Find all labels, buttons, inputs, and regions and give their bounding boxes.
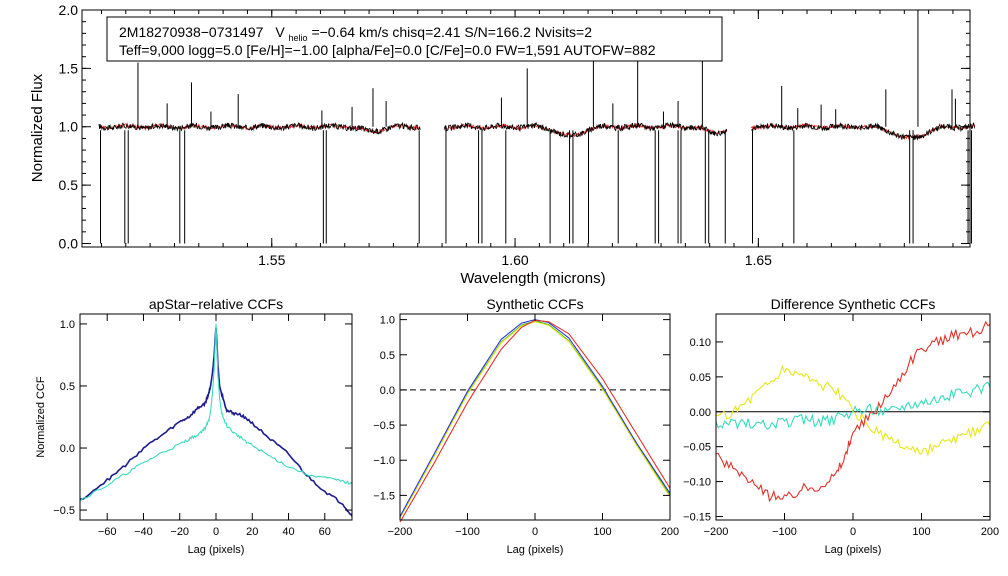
apstar-xtick-label-40: 40: [282, 526, 294, 538]
spectrum-xtick-label-1.65: 1.65: [745, 252, 772, 268]
difference-ytick-label-−0.10: −0.10: [683, 477, 711, 489]
spectrum-axes: 1.55 1.60 1.65 0.0 0.5 1.0 1.5 2.0: [59, 2, 971, 268]
synthetic-ytick-label-0.0: 0.0: [380, 385, 395, 397]
difference-ccf-title: Difference Synthetic CCFs: [771, 296, 936, 312]
apstar-xtick-label-0: 0: [213, 526, 219, 538]
apstar-xtick-label-−60: −60: [98, 526, 117, 538]
difference-ytick-label-0.00: 0.00: [690, 407, 711, 419]
line1-values: =−0.64 km/s chisq=2.41 S/N=166.2 Nvisits…: [311, 24, 592, 40]
apstar-xtick-label-20: 20: [246, 526, 258, 538]
apstar-ccf-title: apStar−relative CCFs: [149, 296, 283, 312]
stellar-params-box: 2M18270938−0731497 V helio =−0.64 km/s c…: [106, 16, 723, 62]
apstar-ccf-xlabel: Lag (pixels): [188, 544, 245, 556]
observed-spectrum-chip-1: [98, 121, 421, 135]
spectrum-panel: 1.55 1.60 1.65 0.0 0.5 1.0 1.5 2.0 Wavelength (…: [29, 2, 976, 287]
vhelio-symbol: V: [275, 24, 285, 40]
synthetic-ytick-label-1.0: 1.0: [380, 315, 395, 327]
apstar-xtick-label-−20: −20: [170, 526, 189, 538]
stellar-params-line2: Teff=9,000 logg=5.0 [Fe/H]=−1.00 [alpha/…: [119, 42, 656, 58]
spectrum-frame: [81, 9, 971, 248]
apstar-xtick-label-60: 60: [319, 526, 331, 538]
spectrum-data: [98, 10, 976, 244]
synthetic-ccf-panel: −200 −100 0 100 200 −1.5 −1.0 −0.5 0.0 0.5 1.0 Synt…: [373, 296, 679, 556]
synthetic-ytick-label-−1.0: −1.0: [373, 455, 395, 467]
spectrum-ytick-label-0.0: 0.0: [59, 235, 79, 251]
vhelio-subscript: helio: [289, 33, 308, 43]
synthetic-ytick-label-0.5: 0.5: [380, 350, 395, 362]
difference-ccf-panel: −200 −100 0 100 200 −0.15 −0.10 −0.05 0.00 0.05 0.…: [683, 296, 999, 556]
spectrum-ytick-label-0.5: 0.5: [59, 177, 79, 193]
spectrum-xtick-label-1.60: 1.60: [501, 252, 528, 268]
difference-xtick-label-−100: −100: [772, 526, 797, 538]
spectrum-ytick-label-1.5: 1.5: [59, 60, 79, 76]
difference-xtick-label-100: 100: [912, 526, 930, 538]
apstar-ccf-line-visit-2: [79, 323, 353, 502]
synthetic-ccf-line-yellow: [399, 321, 671, 519]
observed-spectrum-chip-2: [444, 121, 728, 140]
synthetic-xtick-label-−200: −200: [388, 526, 413, 538]
observed-spectrum-chip-3: [750, 122, 976, 141]
apstar-ccf-panel: −60 −40 −20 0 20 40 60 −0.5 0.0 0.5 1.0 apStar−rela…: [35, 296, 353, 556]
stellar-params-frame: [106, 16, 723, 62]
spectrum-ytick-label-2.0: 2.0: [59, 2, 79, 18]
synthetic-xtick-label-0: 0: [532, 526, 538, 538]
apstar-ytick-label-−0.5: −0.5: [53, 505, 75, 517]
synthetic-xtick-label-200: 200: [661, 526, 679, 538]
difference-ytick-label-0.05: 0.05: [690, 372, 711, 384]
apstar-ccf-series: [79, 323, 353, 517]
difference-xtick-label-−200: −200: [704, 526, 729, 538]
difference-ytick-label-−0.05: −0.05: [683, 442, 711, 454]
spectrum-xlabel: Wavelength (microns): [460, 270, 605, 287]
stellar-params-line1: 2M18270938−0731497 V helio =−0.64 km/s c…: [119, 24, 592, 44]
synthetic-xtick-label-−100: −100: [455, 526, 480, 538]
spectrum-xtick-label-1.55: 1.55: [258, 252, 285, 268]
difference-xtick-label-200: 200: [981, 526, 999, 538]
apstar-ytick-label-1.0: 1.0: [60, 319, 75, 331]
difference-ytick-label-−0.15: −0.15: [683, 512, 711, 524]
synthetic-ccf-title: Synthetic CCFs: [486, 296, 583, 312]
star-id: 2M18270938−0731497: [119, 24, 264, 40]
apstar-xtick-label-−40: −40: [134, 526, 153, 538]
synthetic-ccf-xlabel: Lag (pixels): [507, 544, 564, 556]
difference-ccf-line-teal: [715, 381, 991, 431]
apstar-ytick-label-0.0: 0.0: [60, 443, 75, 455]
difference-ccf-xlabel: Lag (pixels): [825, 544, 882, 556]
difference-xtick-label-0: 0: [850, 526, 856, 538]
synthetic-xtick-label-100: 100: [593, 526, 611, 538]
synthetic-ytick-label-−0.5: −0.5: [373, 420, 395, 432]
difference-ytick-label-0.10: 0.10: [690, 337, 711, 349]
spectrum-ylabel: Normalized Flux: [29, 73, 46, 182]
synthetic-ytick-label-−1.5: −1.5: [373, 490, 395, 502]
difference-ccf-line-red: [715, 320, 991, 503]
difference-ccf-series: [715, 320, 991, 503]
apstar-ytick-label-0.5: 0.5: [60, 381, 75, 393]
spectrum-ytick-label-1.0: 1.0: [59, 119, 79, 135]
apstar-ccf-ylabel: Normalized CCF: [35, 376, 47, 458]
